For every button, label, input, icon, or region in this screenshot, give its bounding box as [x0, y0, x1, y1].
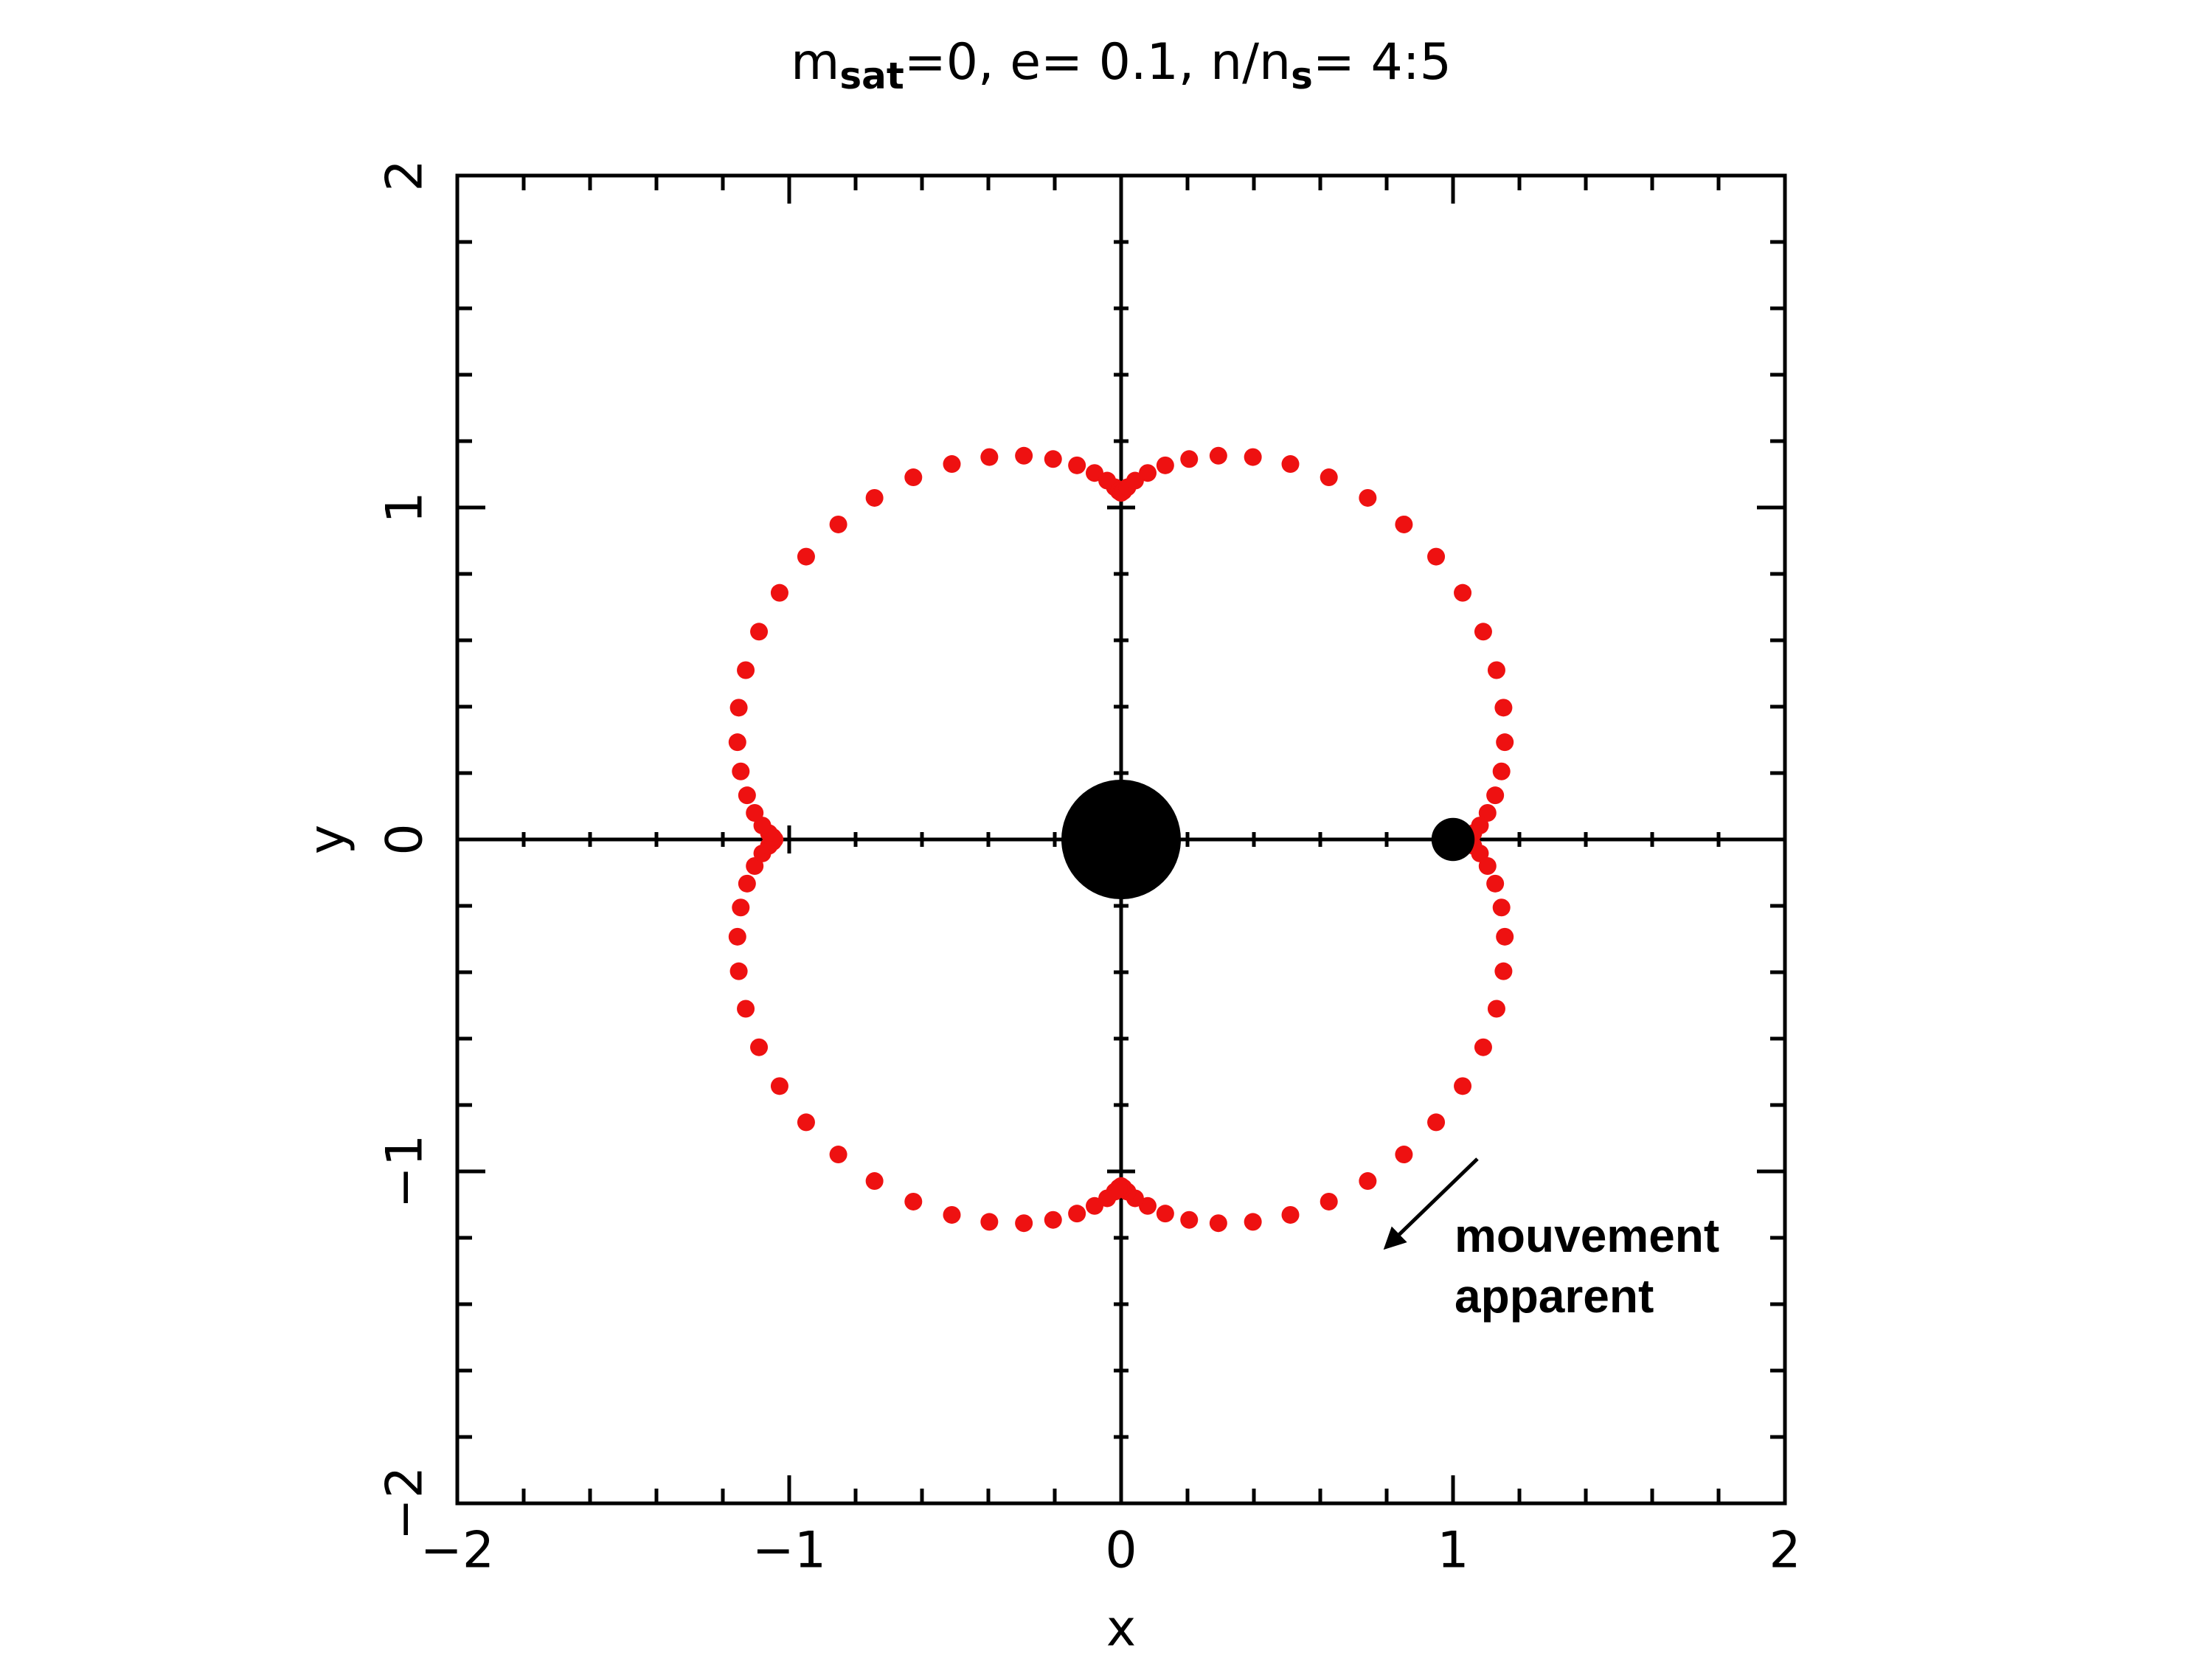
data-point [1320, 1192, 1338, 1211]
data-point [1427, 1113, 1446, 1132]
data-point [865, 1172, 884, 1191]
data-point [729, 699, 748, 717]
y-tick-label: 0 [376, 823, 434, 855]
x-tick-label: −1 [752, 1522, 826, 1580]
data-point [1454, 1077, 1472, 1095]
data-point [1487, 1000, 1505, 1018]
data-point [770, 1077, 788, 1095]
body [1061, 780, 1181, 899]
data-point [1015, 446, 1033, 465]
data-point [1487, 661, 1505, 679]
x-tick-label: 1 [1437, 1522, 1469, 1580]
data-point [1486, 874, 1505, 893]
data-point [1044, 450, 1062, 468]
data-point [1281, 455, 1300, 474]
data-point [729, 962, 748, 980]
annotation-arrow [1383, 1157, 1479, 1250]
y-tick-label: −1 [376, 1135, 434, 1208]
y-tick-label: 1 [376, 491, 434, 523]
data-point [1395, 515, 1413, 533]
data-point [737, 1000, 755, 1018]
data-point [1209, 446, 1227, 465]
data-point [1486, 786, 1505, 805]
data-point [1496, 927, 1514, 946]
data-point [737, 661, 755, 679]
y-axis-label: y [299, 825, 357, 854]
data-point [1474, 623, 1492, 641]
data-point [728, 927, 746, 946]
data-point [797, 1113, 815, 1132]
data-point [1068, 456, 1086, 474]
chart-title: msat=0, e= 0.1, n/ns= 4:5 [791, 33, 1452, 97]
data-point [738, 786, 756, 805]
data-point [1359, 1172, 1377, 1191]
data-point [1454, 583, 1472, 602]
data-point [1492, 762, 1511, 780]
y-tick-label: −2 [376, 1466, 434, 1540]
data-point [1427, 547, 1446, 566]
data-point [1156, 456, 1174, 474]
x-tick-label: 2 [1769, 1522, 1800, 1580]
data-point [732, 762, 750, 780]
data-point [1209, 1214, 1227, 1233]
data-point [1180, 450, 1199, 468]
data-point [1494, 962, 1513, 980]
data-point [1359, 488, 1377, 507]
body [1431, 817, 1475, 862]
data-point [1492, 898, 1511, 917]
annotation-text: apparent [1455, 1270, 1654, 1323]
data-point [1395, 1146, 1413, 1164]
data-point [1244, 1213, 1262, 1231]
y-tick-label: 2 [376, 159, 434, 191]
data-point [738, 874, 756, 893]
x-tick-label: −2 [420, 1522, 494, 1580]
title-part: = 4:5 [1313, 33, 1452, 91]
data-point [1244, 448, 1262, 466]
data-point [1180, 1211, 1199, 1229]
data-point [980, 448, 999, 466]
data-point [1015, 1214, 1033, 1233]
data-point [1494, 699, 1513, 717]
data-point [1478, 857, 1497, 875]
data-point [1139, 464, 1157, 482]
title-part: m [791, 33, 839, 91]
data-point [1496, 733, 1514, 752]
data-point [797, 547, 815, 566]
data-point [1044, 1211, 1062, 1229]
title-part: =0, e= 0.1, n/n [904, 33, 1291, 91]
data-point [1474, 1038, 1492, 1056]
data-point [732, 898, 750, 917]
data-point [728, 733, 746, 752]
data-point [904, 468, 923, 487]
data-point [1068, 1205, 1086, 1223]
data-point [770, 583, 788, 602]
data-point [865, 488, 884, 507]
annotation-text: mouvement [1455, 1209, 1719, 1262]
data-point [904, 1192, 923, 1211]
data-point [943, 455, 961, 474]
data-point [750, 623, 769, 641]
data-point [1281, 1205, 1300, 1224]
data-point [829, 515, 847, 533]
data-point [750, 1038, 769, 1056]
data-point [943, 1205, 961, 1224]
data-point [1086, 1196, 1103, 1215]
data-point [980, 1213, 999, 1231]
x-tick-label: 0 [1105, 1522, 1137, 1580]
data-point [829, 1146, 847, 1164]
title-part: sat [839, 55, 904, 97]
data-point [1156, 1205, 1174, 1223]
data-point [746, 804, 764, 822]
title-part: s [1291, 55, 1313, 97]
data-point [1320, 468, 1338, 487]
x-axis-label: x [1106, 1600, 1136, 1658]
